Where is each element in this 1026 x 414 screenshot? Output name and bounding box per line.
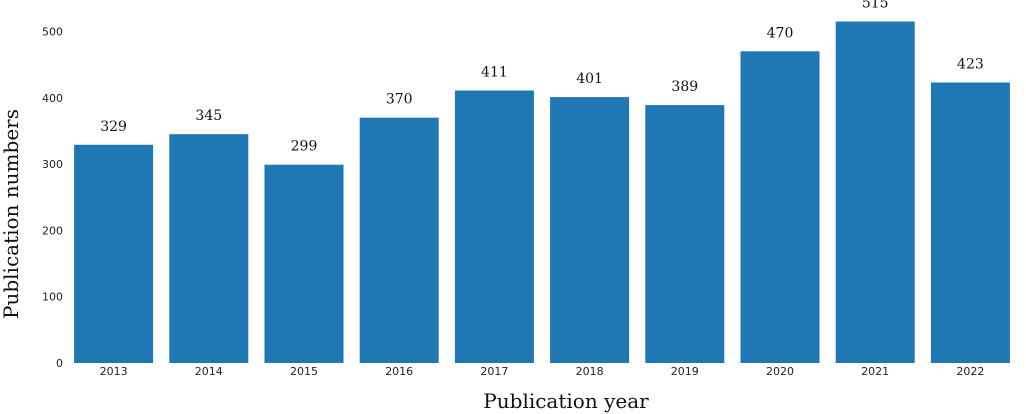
bars-layer	[74, 21, 1010, 364]
x-tick-label-2015: 2015	[290, 365, 318, 378]
x-axis-title: Publication year	[483, 389, 649, 413]
y-axis-title: Publication numbers	[0, 109, 23, 319]
y-tick-label-100: 100	[42, 291, 63, 304]
data-label-2019: 389	[671, 79, 698, 95]
bar-2016	[359, 117, 439, 363]
data-label-2014: 345	[195, 108, 222, 124]
y-tick-label-0: 0	[56, 357, 63, 370]
bar-2017	[454, 90, 534, 363]
data-label-2016: 370	[386, 92, 413, 108]
x-tick-label-2016: 2016	[385, 365, 413, 378]
bar-2013	[74, 144, 154, 363]
y-tick-label-300: 300	[42, 158, 63, 171]
bar-2019	[645, 105, 725, 363]
x-tick-label-2020: 2020	[766, 365, 794, 378]
data-label-2013: 329	[100, 119, 127, 135]
x-tick-label-2018: 2018	[576, 365, 604, 378]
data-label-2015: 299	[291, 139, 318, 155]
x-tick-label-2014: 2014	[195, 365, 223, 378]
y-tick-label-500: 500	[42, 25, 63, 38]
x-axis-ticks: 2013 2014 2015 2016 2017 2018 2019 2020 2021 2022	[100, 365, 985, 378]
x-tick-label-2013: 2013	[100, 365, 128, 378]
data-label-2017: 411	[481, 65, 508, 81]
y-axis-ticks: 0 100 200 300 400 500	[42, 25, 63, 370]
data-label-2022: 423	[957, 57, 984, 73]
data-label-2020: 470	[767, 25, 794, 41]
bar-2018	[550, 97, 630, 363]
data-label-2018: 401	[576, 71, 603, 87]
x-tick-label-2019: 2019	[671, 365, 699, 378]
y-tick-label-200: 200	[42, 224, 63, 237]
bar-2022	[930, 82, 1010, 363]
x-tick-label-2022: 2022	[956, 365, 984, 378]
bar-2014	[169, 134, 249, 363]
x-tick-label-2021: 2021	[861, 365, 889, 378]
data-label-2021: 515	[862, 0, 889, 12]
data-labels-layer: 329 345 299 370 411 401 389 470 515 423	[100, 0, 984, 155]
bar-2020	[740, 51, 820, 364]
y-tick-label-400: 400	[42, 92, 63, 105]
bar-2021	[835, 21, 915, 363]
x-tick-label-2017: 2017	[480, 365, 508, 378]
bar-2015	[264, 164, 344, 363]
